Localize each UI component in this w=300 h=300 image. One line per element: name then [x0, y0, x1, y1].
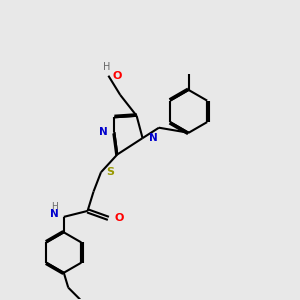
Text: O: O	[114, 213, 124, 224]
Text: N: N	[50, 209, 58, 219]
Text: H: H	[103, 62, 111, 72]
Text: S: S	[106, 167, 114, 177]
Text: H: H	[51, 202, 58, 211]
Text: O: O	[113, 71, 122, 81]
Text: N: N	[99, 127, 108, 137]
Text: N: N	[148, 133, 157, 143]
